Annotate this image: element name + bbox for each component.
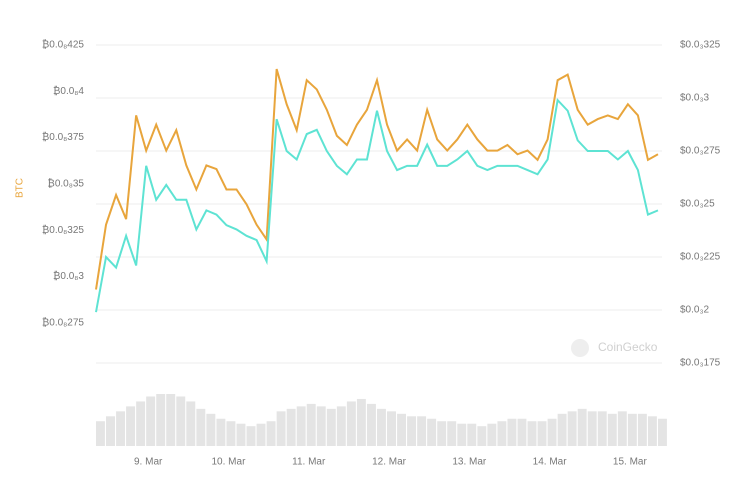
y-tick-label: ₿0.0₈3 bbox=[53, 270, 84, 282]
volume-bar bbox=[487, 423, 497, 446]
volume-bar bbox=[537, 421, 547, 446]
volume-bar bbox=[306, 403, 316, 446]
x-tick-label: 13. Mar bbox=[452, 457, 487, 468]
y2-tick-label: $0.0₃325 bbox=[680, 40, 721, 51]
volume-bar bbox=[96, 421, 105, 446]
volume-bar bbox=[236, 423, 246, 446]
y2-tick-label: $0.0₃275 bbox=[680, 146, 721, 157]
volume-bar bbox=[617, 411, 627, 446]
volume-bar bbox=[547, 418, 557, 446]
volume-bar bbox=[346, 401, 356, 446]
x-tick-label: 14. Mar bbox=[533, 457, 568, 468]
volume-bar bbox=[186, 401, 196, 446]
volume-bar bbox=[176, 396, 186, 446]
volume-bar bbox=[216, 418, 226, 446]
volume-bar bbox=[557, 413, 567, 446]
x-tick-label: 11. Mar bbox=[292, 457, 326, 468]
volume-bar bbox=[507, 418, 517, 446]
volume-bar bbox=[206, 413, 216, 446]
volume-bar bbox=[657, 418, 667, 446]
volume-bar bbox=[477, 426, 487, 446]
volume-bar bbox=[296, 406, 306, 446]
volume-bar bbox=[397, 413, 407, 446]
volume-bar bbox=[126, 406, 136, 446]
volume-bar bbox=[627, 413, 637, 446]
watermark: CoinGecko bbox=[598, 340, 658, 354]
volume-bar bbox=[517, 418, 527, 446]
volume-bar bbox=[226, 421, 236, 446]
volume-bar bbox=[246, 426, 256, 446]
volume-bar bbox=[116, 411, 126, 446]
volume-bar bbox=[427, 418, 437, 446]
volume-bar bbox=[387, 411, 396, 446]
y-axis-label: BTC bbox=[15, 178, 26, 198]
volume-bar bbox=[286, 408, 296, 446]
volume-bar bbox=[146, 396, 156, 446]
y2-tick-label: $0.0₃3 bbox=[680, 93, 710, 104]
volume-bar bbox=[156, 394, 166, 446]
volume-bar bbox=[527, 421, 537, 446]
volume-bar bbox=[256, 423, 266, 446]
volume-bar bbox=[437, 421, 447, 446]
volume-bar bbox=[587, 411, 597, 446]
volume-bar bbox=[356, 398, 366, 446]
volume-bar bbox=[647, 416, 657, 446]
y-tick-label: ₿0.0₈4 bbox=[53, 85, 84, 97]
volume-bar bbox=[136, 401, 146, 446]
line-series bbox=[95, 68, 659, 290]
y2-tick-label: $0.0₃25 bbox=[680, 199, 715, 210]
volume-bar bbox=[567, 411, 577, 446]
y2-tick-label: $0.0₃225 bbox=[680, 252, 721, 263]
volume-bar bbox=[166, 394, 176, 446]
y-tick-label: ₿0.0₈35 bbox=[47, 178, 84, 190]
watermark-logo bbox=[571, 339, 589, 357]
volume-bar bbox=[577, 408, 587, 446]
volume-bar bbox=[597, 411, 607, 446]
volume-bar bbox=[637, 413, 647, 446]
volume-bar bbox=[376, 408, 386, 446]
volume-bar bbox=[326, 408, 336, 446]
y-tick-label: ₿0.0₈375 bbox=[42, 131, 85, 143]
x-tick-label: 15. Mar bbox=[613, 457, 648, 468]
volume-bar bbox=[196, 408, 206, 446]
y-tick-label: ₿0.0₈275 bbox=[42, 316, 85, 328]
y-tick-label: ₿0.0₈325 bbox=[42, 224, 85, 236]
volume-bar bbox=[607, 413, 617, 446]
volume-bar bbox=[457, 423, 467, 446]
volume-bar bbox=[336, 406, 346, 446]
volume-bar bbox=[407, 416, 417, 446]
x-tick-label: 10. Mar bbox=[212, 457, 247, 468]
x-tick-label: 9. Mar bbox=[134, 457, 163, 468]
volume-bar bbox=[106, 416, 115, 446]
volume-bar bbox=[467, 423, 477, 446]
x-tick-label: 12. Mar bbox=[372, 457, 407, 468]
volume-bar bbox=[276, 411, 286, 446]
y-tick-label: ₿0.0₈425 bbox=[42, 39, 85, 51]
line-series bbox=[95, 97, 659, 313]
volume-bar bbox=[447, 421, 457, 446]
volume-bar bbox=[316, 406, 326, 446]
volume-bar bbox=[366, 403, 376, 446]
y2-tick-label: $0.0₃175 bbox=[680, 358, 721, 369]
y2-tick-label: $0.0₃2 bbox=[680, 305, 710, 316]
volume-bar bbox=[417, 416, 427, 446]
volume-bar bbox=[266, 421, 276, 446]
volume-bar bbox=[497, 421, 507, 446]
